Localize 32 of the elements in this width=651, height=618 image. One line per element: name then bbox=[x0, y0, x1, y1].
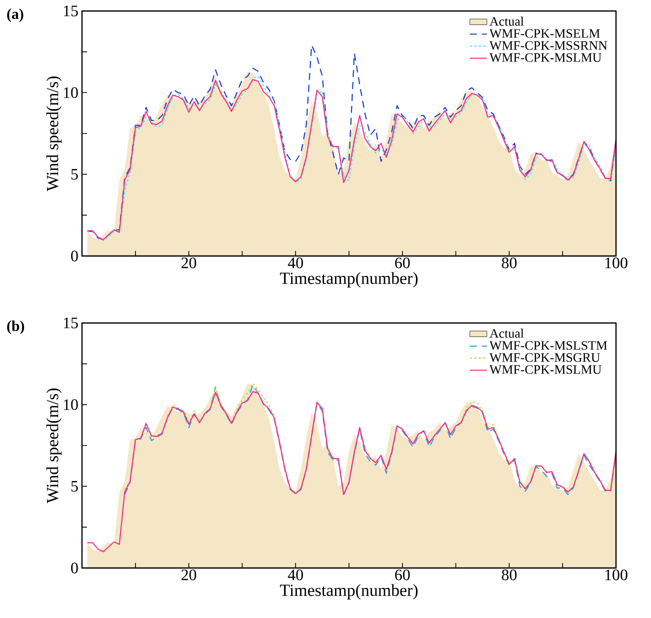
x-tick-label: 80 bbox=[502, 258, 517, 268]
y-tick-label: 10 bbox=[64, 399, 78, 410]
x-tick-label: 60 bbox=[395, 258, 410, 268]
x-tick-label: 60 bbox=[395, 570, 410, 580]
y-tick-label: 15 bbox=[64, 6, 78, 16]
y-tick-label: 15 bbox=[64, 318, 78, 328]
legend-label: WMF-CPK-MSGRU bbox=[489, 353, 600, 362]
x-tick-label: 100 bbox=[605, 570, 628, 580]
x-tick-label: 20 bbox=[182, 570, 196, 580]
y-tick-label: 5 bbox=[71, 169, 78, 180]
y-tick-label: 5 bbox=[71, 481, 78, 492]
legend-label: WMF-CPK-MSLMU bbox=[489, 53, 602, 62]
legend-label: WMF-CPK-MSLMU bbox=[489, 365, 602, 374]
y-axis-title: Wind speed(m/s) bbox=[46, 388, 62, 504]
x-tick-label: 80 bbox=[502, 570, 517, 580]
legend-label: WMF-CPK-MSSRNN bbox=[489, 41, 608, 50]
legend-label: WMF-CPK-MSLSTM bbox=[489, 341, 608, 350]
legend-label: WMF-CPK-MSELM bbox=[489, 29, 600, 38]
legend-label: Actual bbox=[490, 328, 524, 338]
chart-title: (a) bbox=[7, 8, 24, 22]
x-tick-label: 100 bbox=[605, 258, 628, 268]
x-axis-title: Timestamp(number) bbox=[280, 272, 418, 288]
chart-title: (b) bbox=[7, 320, 24, 334]
x-tick-label: 20 bbox=[182, 258, 196, 268]
y-axis-title: Wind speed(m/s) bbox=[46, 76, 62, 192]
legend-label: Actual bbox=[490, 16, 524, 26]
x-axis-title: Timestamp(number) bbox=[280, 584, 418, 600]
x-tick-label: 40 bbox=[288, 258, 303, 268]
y-tick-label: 10 bbox=[64, 87, 78, 98]
x-tick-label: 40 bbox=[288, 570, 303, 580]
y-tick-label: 0 bbox=[71, 562, 78, 574]
y-tick-label: 0 bbox=[71, 250, 78, 262]
